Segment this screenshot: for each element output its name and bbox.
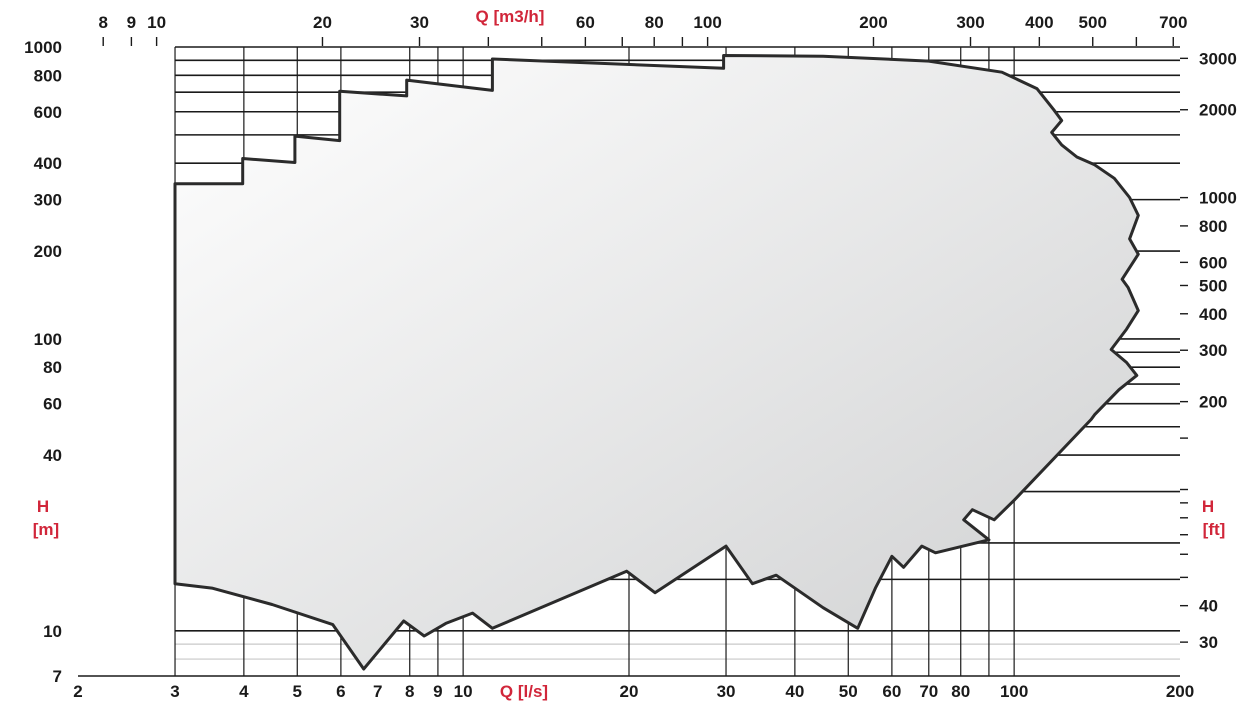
x-tick-label-bottom: 200 bbox=[1166, 682, 1194, 701]
y-title-left-unit: [m] bbox=[33, 520, 59, 539]
x-tick-label-top: 10 bbox=[147, 13, 166, 32]
x-title-bottom: Q [l/s] bbox=[500, 682, 548, 701]
y-tick-label-right: 200 bbox=[1199, 393, 1227, 412]
y-tick-label-right: 40 bbox=[1199, 597, 1218, 616]
y-tick-label-left: 40 bbox=[43, 446, 62, 465]
y-tick-label-left: 300 bbox=[34, 191, 62, 210]
x-tick-label-bottom: 5 bbox=[293, 682, 302, 701]
x-tick-label-bottom: 4 bbox=[239, 682, 249, 701]
x-tick-label-bottom: 2 bbox=[73, 682, 82, 701]
x-tick-label-top: 400 bbox=[1025, 13, 1053, 32]
y-tick-label-left: 600 bbox=[34, 103, 62, 122]
y-tick-label-left: 200 bbox=[34, 242, 62, 261]
y-title-right-h: H bbox=[1202, 497, 1214, 516]
x-tick-label-bottom: 60 bbox=[882, 682, 901, 701]
x-tick-label-top: 9 bbox=[127, 13, 136, 32]
y-title-left-h: H bbox=[37, 497, 49, 516]
y-tick-label-left: 7 bbox=[53, 667, 62, 686]
x-tick-label-bottom: 100 bbox=[1000, 682, 1028, 701]
x-tick-label-top: 700 bbox=[1159, 13, 1187, 32]
y-tick-label-left: 800 bbox=[34, 66, 62, 85]
x-tick-label-top: 60 bbox=[576, 13, 595, 32]
x-tick-label-bottom: 80 bbox=[951, 682, 970, 701]
y-tick-label-right: 800 bbox=[1199, 217, 1227, 236]
x-tick-label-top: 500 bbox=[1079, 13, 1107, 32]
x-tick-label-bottom: 10 bbox=[454, 682, 473, 701]
y-tick-label-right: 500 bbox=[1199, 276, 1227, 295]
y-tick-label-left: 400 bbox=[34, 154, 62, 173]
y-tick-label-right: 300 bbox=[1199, 341, 1227, 360]
x-tick-label-top: 8 bbox=[98, 13, 107, 32]
x-tick-label-bottom: 9 bbox=[433, 682, 442, 701]
x-tick-label-top: 100 bbox=[693, 13, 721, 32]
x-tick-label-bottom: 20 bbox=[620, 682, 639, 701]
tick-labels: 2 3 4 5 6 7 8 9 10 20 30 40 50 60 70 80 100 2007104060801… bbox=[24, 13, 1237, 701]
y-title-right-unit: [ft] bbox=[1203, 520, 1226, 539]
x-tick-label-top: 300 bbox=[956, 13, 984, 32]
y-tick-label-left: 10 bbox=[43, 622, 62, 641]
x-tick-label-bottom: 6 bbox=[336, 682, 345, 701]
y-tick-label-right: 1000 bbox=[1199, 189, 1237, 208]
axis-titles: Q [m3/h] Q [l/s] H [m] H [ft] bbox=[33, 7, 1226, 701]
y-tick-label-left: 100 bbox=[34, 330, 62, 349]
x-tick-label-top: 200 bbox=[859, 13, 887, 32]
y-tick-label-left: 1000 bbox=[24, 38, 62, 57]
x-tick-label-top: 80 bbox=[645, 13, 664, 32]
x-tick-label-bottom: 50 bbox=[839, 682, 858, 701]
x-tick-label-bottom: 3 bbox=[170, 682, 179, 701]
y-tick-label-right: 2000 bbox=[1199, 101, 1237, 120]
x-tick-label-bottom: 70 bbox=[919, 682, 938, 701]
x-tick-label-top: 30 bbox=[410, 13, 429, 32]
x-tick-label-bottom: 40 bbox=[785, 682, 804, 701]
y-tick-label-right: 3000 bbox=[1199, 49, 1237, 68]
y-tick-label-left: 60 bbox=[43, 395, 62, 414]
y-tick-label-right: 600 bbox=[1199, 253, 1227, 272]
y-tick-label-left: 80 bbox=[43, 358, 62, 377]
x-tick-label-bottom: 8 bbox=[405, 682, 414, 701]
y-tick-label-right: 400 bbox=[1199, 305, 1227, 324]
x-tick-label-top: 20 bbox=[313, 13, 332, 32]
x-title-top: Q [m3/h] bbox=[476, 7, 545, 26]
x-tick-label-bottom: 7 bbox=[373, 682, 382, 701]
operating-envelope bbox=[173, 54, 1140, 671]
x-tick-label-bottom: 30 bbox=[717, 682, 736, 701]
y-tick-label-right: 30 bbox=[1199, 633, 1218, 652]
